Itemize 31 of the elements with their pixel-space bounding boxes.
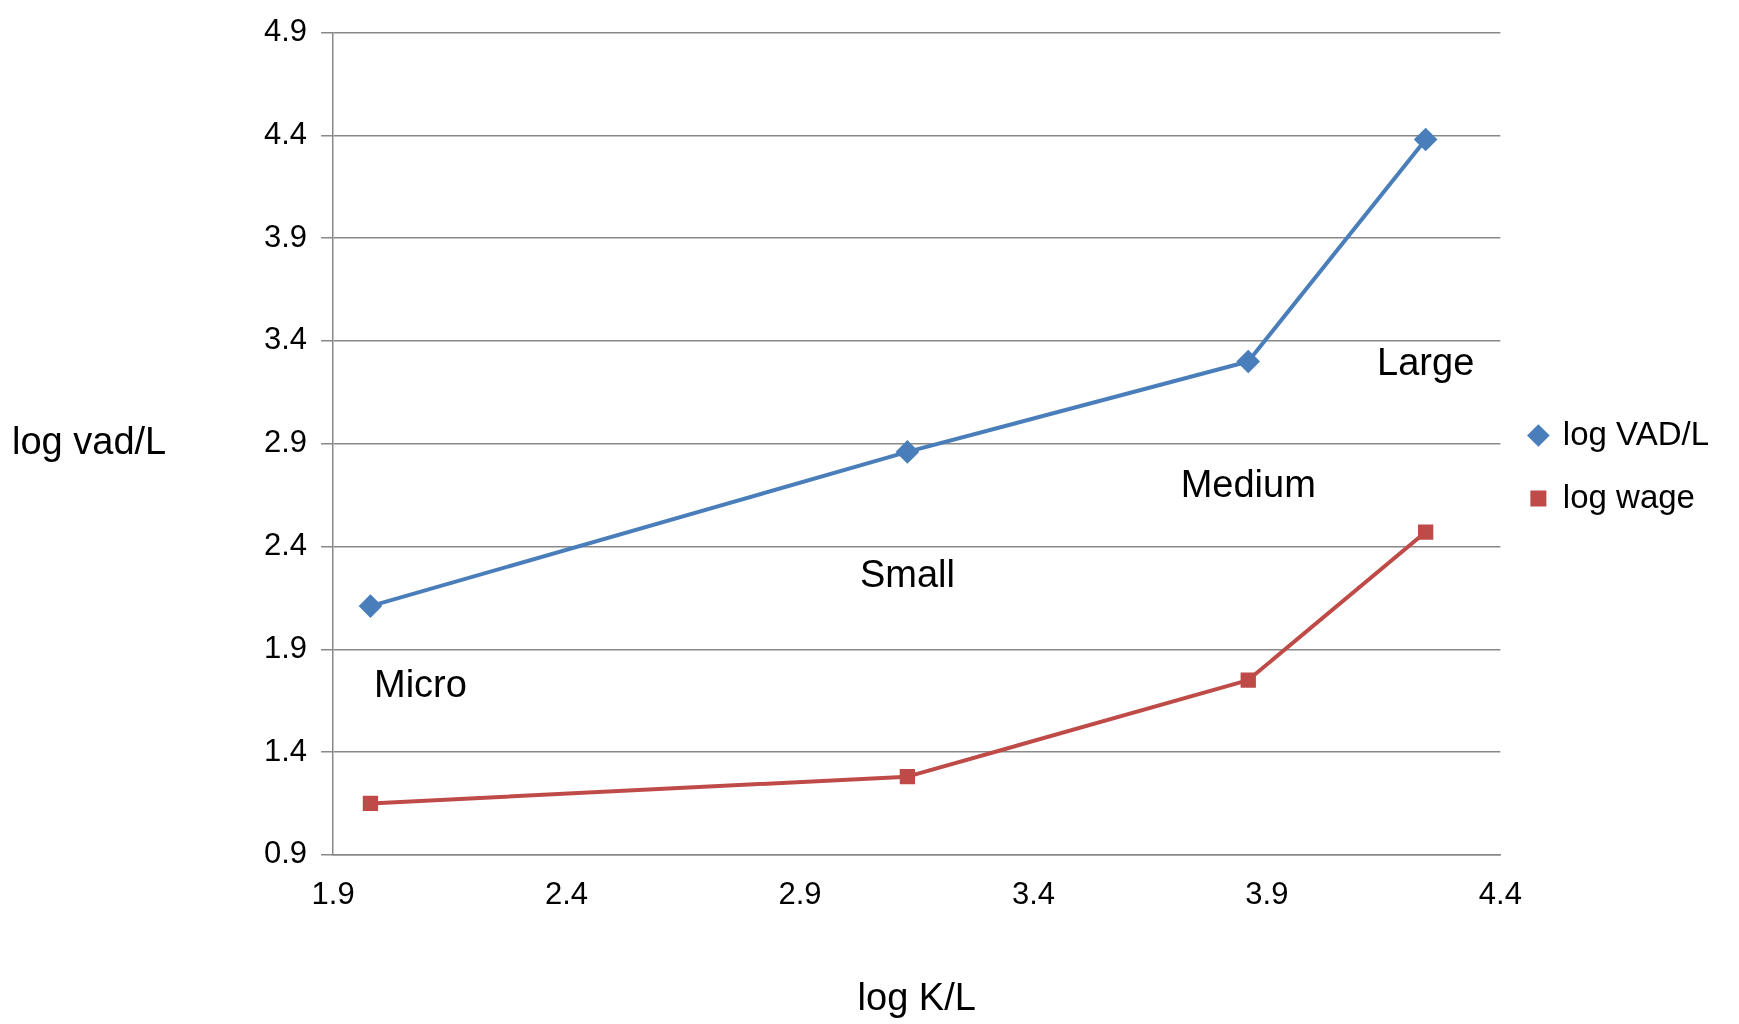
y-tick-label: 4.9	[263, 13, 308, 49]
x-tick-label: 4.4	[1478, 875, 1522, 911]
y-tick-label: 4.4	[263, 115, 308, 151]
y-tick-label: 1.9	[263, 629, 308, 665]
x-tick-label: 2.4	[544, 875, 589, 911]
point	[1237, 350, 1260, 373]
x-axis-title: log K/L	[857, 976, 976, 1019]
annotation: Small	[859, 553, 955, 596]
y-axis-title: log vad/L	[12, 420, 167, 463]
x-tick-label: 2.9	[778, 875, 822, 911]
point	[1414, 128, 1437, 151]
point	[896, 440, 919, 463]
point	[362, 795, 379, 812]
annotation: Micro	[374, 662, 467, 705]
y-tick-label: 2.4	[263, 527, 308, 563]
point	[359, 595, 382, 618]
point	[1418, 524, 1434, 540]
annotation: Medium	[1180, 462, 1316, 505]
y-tick-label: 3.4	[263, 321, 308, 357]
x-tick-label: 1.9	[311, 875, 355, 911]
x-tick-label: 3.4	[1011, 875, 1056, 911]
y-tick-label: 0.9	[263, 835, 308, 871]
legend-label: log wage	[1562, 477, 1695, 515]
y-tick-label: 2.9	[263, 424, 308, 460]
point	[1240, 672, 1256, 688]
x-tick-label: 3.9	[1245, 875, 1289, 911]
legend-label: log VAD/L	[1562, 414, 1710, 452]
point	[899, 769, 916, 785]
annotation: Large	[1377, 340, 1475, 383]
y-tick-label: 1.4	[263, 732, 308, 768]
y-tick-label: 3.9	[263, 218, 308, 254]
